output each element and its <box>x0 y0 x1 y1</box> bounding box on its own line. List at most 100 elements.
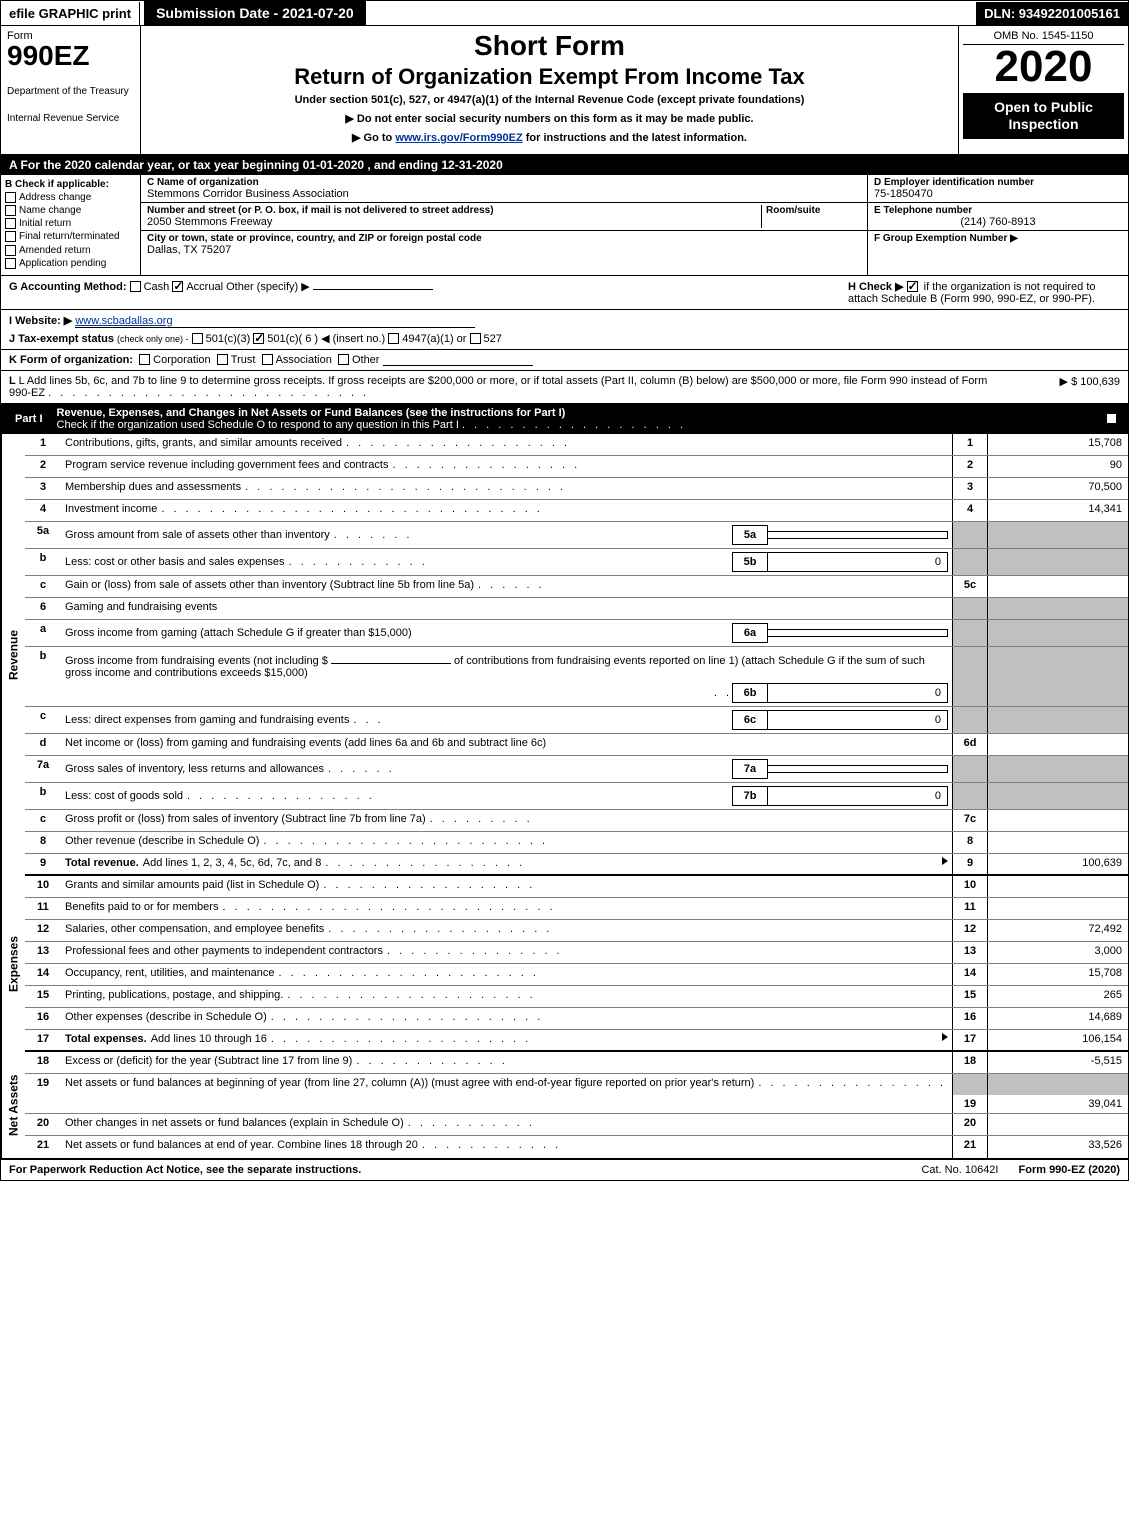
header-center: Short Form Return of Organization Exempt… <box>141 26 958 154</box>
trust-check[interactable] <box>217 354 228 365</box>
part1-label: Part I <box>9 411 49 427</box>
line-5a: 5a Gross amount from sale of assets othe… <box>25 522 1128 549</box>
other-org-check[interactable] <box>338 354 349 365</box>
line-7b: b Less: cost of goods sold . . . . . . .… <box>25 783 1128 810</box>
line-6c: c Less: direct expenses from gaming and … <box>25 707 1128 734</box>
col-def: D Employer identification number 75-1850… <box>868 175 1128 275</box>
line-21: 21 Net assets or fund balances at end of… <box>25 1136 1128 1158</box>
part1-sched-o-check[interactable] <box>1106 413 1117 424</box>
name-change[interactable]: Name change <box>5 205 136 216</box>
line-9: 9 Total revenue. Add lines 1, 2, 3, 4, 5… <box>25 854 1128 876</box>
header-left: Form 990EZ Department of the Treasury In… <box>1 26 141 154</box>
501c-check[interactable] <box>253 333 264 344</box>
line-4: 4 Investment income. . . . . . . . . . .… <box>25 500 1128 522</box>
tax-year: 2020 <box>963 45 1124 89</box>
form-990ez: efile GRAPHIC print Submission Date - 20… <box>0 0 1129 1181</box>
footer: For Paperwork Reduction Act Notice, see … <box>1 1158 1128 1180</box>
line-8: 8 Other revenue (describe in Schedule O)… <box>25 832 1128 854</box>
line-2: 2 Program service revenue including gove… <box>25 456 1128 478</box>
527-check[interactable] <box>470 333 481 344</box>
col-c: C Name of organization Stemmons Corridor… <box>141 175 868 275</box>
line-19: 19 Net assets or fund balances at beginn… <box>25 1074 1128 1114</box>
dln-label: DLN: 93492201005161 <box>976 2 1128 25</box>
line-5b: b Less: cost or other basis and sales ex… <box>25 549 1128 576</box>
no-ssn-note: ▶ Do not enter social security numbers o… <box>145 112 954 125</box>
street: 2050 Stemmons Freeway <box>147 216 761 228</box>
h-check[interactable] <box>907 281 918 292</box>
city-row: City or town, state or province, country… <box>141 231 867 258</box>
website-row: I Website: ▶ www.scbadallas.org <box>9 314 1120 328</box>
cash-check[interactable] <box>130 281 141 292</box>
revenue-section: Revenue 1 Contributions, gifts, grants, … <box>1 434 1128 876</box>
expenses-section: Expenses 10 Grants and similar amounts p… <box>1 876 1128 1052</box>
org-name: Stemmons Corridor Business Association <box>147 188 861 200</box>
website-link[interactable]: www.scbadallas.org <box>75 315 475 328</box>
addr-change[interactable]: Address change <box>5 192 136 203</box>
period-bar: A For the 2020 calendar year, or tax yea… <box>1 155 1128 175</box>
line-16: 16 Other expenses (describe in Schedule … <box>25 1008 1128 1030</box>
top-bar: efile GRAPHIC print Submission Date - 20… <box>1 1 1128 25</box>
line-6a: a Gross income from gaming (attach Sched… <box>25 620 1128 647</box>
initial-return[interactable]: Initial return <box>5 218 136 229</box>
line-3: 3 Membership dues and assessments. . . .… <box>25 478 1128 500</box>
tax-exempt-row: J Tax-exempt status (check only one) - 5… <box>9 332 1120 345</box>
street-row: Number and street (or P. O. box, if mail… <box>141 203 867 231</box>
line-12: 12 Salaries, other compensation, and emp… <box>25 920 1128 942</box>
app-pending[interactable]: Application pending <box>5 258 136 269</box>
assoc-check[interactable] <box>262 354 273 365</box>
accrual-check[interactable] <box>172 281 183 292</box>
line-13: 13 Professional fees and other payments … <box>25 942 1128 964</box>
header: Form 990EZ Department of the Treasury In… <box>1 25 1128 155</box>
line-7c: c Gross profit or (loss) from sales of i… <box>25 810 1128 832</box>
line-18: 18 Excess or (deficit) for the year (Sub… <box>25 1052 1128 1074</box>
submission-date: Submission Date - 2021-07-20 <box>144 1 366 25</box>
l-amount: ▶ $ 100,639 <box>1000 375 1120 399</box>
line-17: 17 Total expenses. Add lines 10 through … <box>25 1030 1128 1052</box>
line-6: 6 Gaming and fundraising events <box>25 598 1128 620</box>
cat-no: Cat. No. 10642I <box>901 1164 1018 1176</box>
line-6b: b Gross income from fundraising events (… <box>25 647 1128 707</box>
header-right: OMB No. 1545-1150 2020 Open to Public In… <box>958 26 1128 154</box>
4947-check[interactable] <box>388 333 399 344</box>
subtitle: Under section 501(c), 527, or 4947(a)(1)… <box>145 94 954 106</box>
part1-title: Revenue, Expenses, and Changes in Net As… <box>57 407 1106 431</box>
efile-print-label[interactable]: efile GRAPHIC print <box>1 2 140 25</box>
return-title: Return of Organization Exempt From Incom… <box>145 64 954 90</box>
line-15: 15 Printing, publications, postage, and … <box>25 986 1128 1008</box>
line-1: 1 Contributions, gifts, grants, and simi… <box>25 434 1128 456</box>
expenses-side-label: Expenses <box>1 876 25 1052</box>
revenue-side-label: Revenue <box>1 434 25 876</box>
group-row: F Group Exemption Number ▶ <box>868 231 1128 246</box>
org-name-row: C Name of organization Stemmons Corridor… <box>141 175 867 203</box>
dept-treasury: Department of the Treasury <box>7 86 134 97</box>
line-6d: d Net income or (loss) from gaming and f… <box>25 734 1128 756</box>
city: Dallas, TX 75207 <box>147 244 861 256</box>
g-accounting: G Accounting Method: Cash Accrual Other … <box>9 280 840 305</box>
irs-link[interactable]: www.irs.gov/Form990EZ <box>395 132 522 144</box>
line-14: 14 Occupancy, rent, utilities, and maint… <box>25 964 1128 986</box>
short-form-title: Short Form <box>145 30 954 62</box>
final-return[interactable]: Final return/terminated <box>5 231 136 242</box>
paperwork-notice: For Paperwork Reduction Act Notice, see … <box>9 1164 901 1176</box>
line-11: 11 Benefits paid to or for members. . . … <box>25 898 1128 920</box>
line-5c: c Gain or (loss) from sale of assets oth… <box>25 576 1128 598</box>
row-gh: G Accounting Method: Cash Accrual Other … <box>1 276 1128 310</box>
row-ij: I Website: ▶ www.scbadallas.org J Tax-ex… <box>1 310 1128 350</box>
netassets-side-label: Net Assets <box>1 1052 25 1158</box>
col-b: B Check if applicable: Address change Na… <box>1 175 141 275</box>
k-row: K Form of organization: Corporation Trus… <box>1 350 1128 371</box>
h-box: H Check ▶ if the organization is not req… <box>840 280 1120 305</box>
form-ref: Form 990-EZ (2020) <box>1019 1164 1121 1176</box>
part1-header: Part I Revenue, Expenses, and Changes in… <box>1 404 1128 434</box>
l-row: L L Add lines 5b, 6c, and 7b to line 9 t… <box>1 371 1128 404</box>
line-7a: 7a Gross sales of inventory, less return… <box>25 756 1128 783</box>
phone: (214) 760-8913 <box>874 216 1122 228</box>
amended-return[interactable]: Amended return <box>5 245 136 256</box>
ein: 75-1850470 <box>874 188 1122 200</box>
goto-instruction: ▶ Go to www.irs.gov/Form990EZ for instru… <box>145 131 954 144</box>
open-public: Open to Public Inspection <box>963 93 1124 139</box>
irs-label: Internal Revenue Service <box>7 113 134 124</box>
corp-check[interactable] <box>139 354 150 365</box>
501c3-check[interactable] <box>192 333 203 344</box>
col-b-title: B Check if applicable: <box>5 179 136 190</box>
